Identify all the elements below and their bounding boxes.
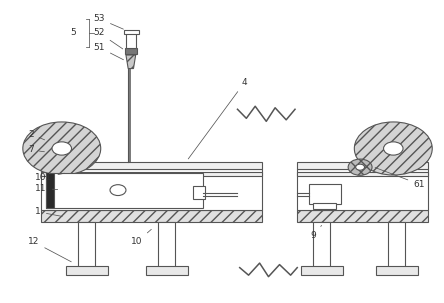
Bar (146, 266, 188, 275)
Bar (388, 222, 405, 268)
Text: 9: 9 (310, 225, 321, 241)
Bar (297, 210, 428, 222)
Text: 2: 2 (28, 129, 44, 140)
Text: 5: 5 (71, 28, 76, 38)
Text: 53: 53 (94, 14, 123, 29)
Circle shape (23, 122, 101, 175)
Bar (313, 203, 336, 209)
Bar (66, 266, 108, 275)
Text: 61: 61 (375, 168, 425, 188)
Circle shape (356, 164, 365, 170)
Bar (46, 173, 203, 208)
Text: 51: 51 (94, 43, 123, 60)
Bar (297, 162, 428, 169)
Text: 52: 52 (94, 28, 123, 49)
Polygon shape (126, 55, 136, 68)
Bar (40, 172, 262, 176)
Bar (313, 222, 329, 268)
Bar (158, 222, 174, 268)
Bar (297, 172, 428, 176)
Bar (193, 186, 205, 198)
Bar (124, 30, 139, 35)
Circle shape (110, 185, 126, 195)
Bar (376, 266, 418, 275)
Text: 10: 10 (131, 229, 151, 246)
Text: 12: 12 (28, 238, 71, 262)
Circle shape (354, 122, 432, 175)
Text: 4: 4 (188, 78, 248, 159)
Bar (125, 48, 138, 54)
Circle shape (384, 142, 403, 155)
Text: 1: 1 (35, 207, 62, 216)
Bar (301, 266, 343, 275)
Bar (297, 169, 428, 210)
Circle shape (52, 142, 71, 155)
Bar (309, 184, 341, 204)
Circle shape (348, 159, 372, 175)
Bar (78, 222, 95, 268)
Bar (40, 210, 262, 222)
Bar (40, 162, 262, 169)
Text: 11: 11 (35, 184, 58, 193)
Text: 7: 7 (28, 145, 44, 155)
Bar (40, 169, 262, 210)
Bar (46, 173, 54, 208)
Bar (127, 32, 136, 48)
Text: 101: 101 (35, 173, 64, 182)
